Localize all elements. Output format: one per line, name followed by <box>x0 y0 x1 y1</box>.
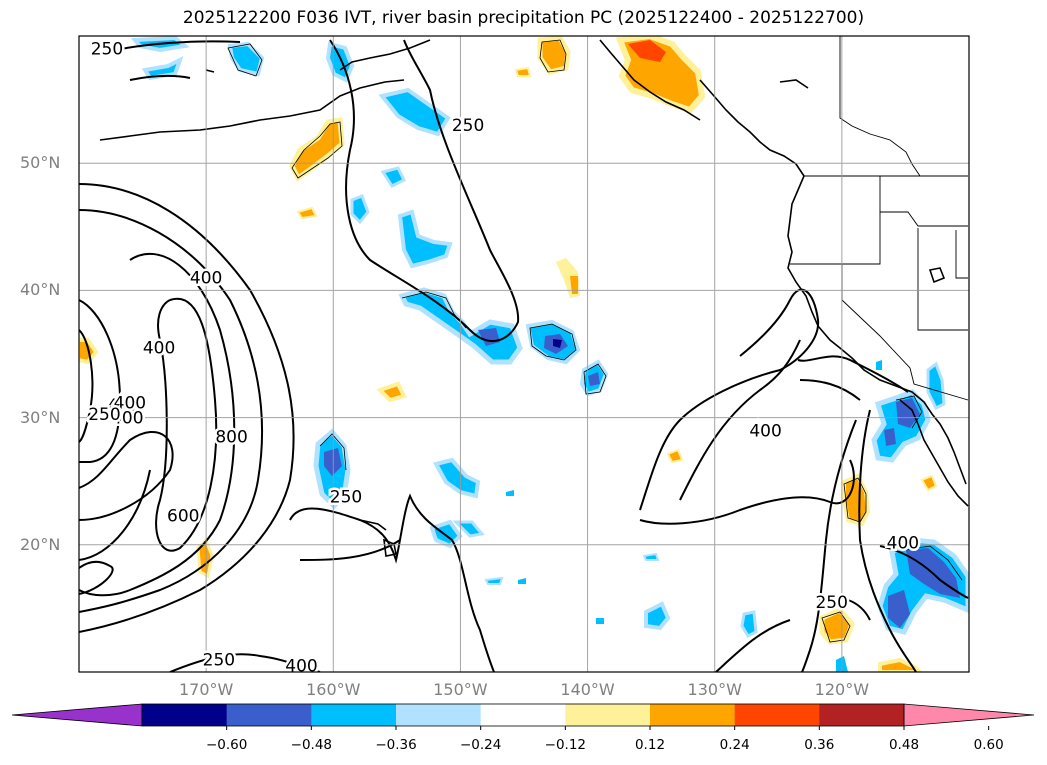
longitude-tick-label: 150°W <box>433 680 488 699</box>
svg-text:400: 400 <box>887 533 919 553</box>
ivt-contour-label: 250 <box>86 402 123 427</box>
ivt-contour-label: 400 <box>111 391 148 416</box>
map-frame <box>78 35 970 673</box>
ivt-contour-label: 250 <box>327 485 364 510</box>
svg-text:250: 250 <box>815 593 847 613</box>
svg-text:600: 600 <box>167 507 199 527</box>
longitude-tick-label: 170°W <box>178 680 234 699</box>
colorbar-extend-high <box>903 703 1035 727</box>
svg-text:250: 250 <box>88 405 120 425</box>
svg-text:400: 400 <box>749 421 781 441</box>
colorbar-tick-label: −0.36 <box>375 737 417 753</box>
svg-text:400: 400 <box>190 269 222 289</box>
svg-text:400: 400 <box>111 409 143 429</box>
ivt-contour-layer <box>79 39 969 672</box>
ivt-contour-label: 400 <box>140 336 177 361</box>
colorbar-tick-label: 0.36 <box>804 737 835 753</box>
ivt-contour-label: 400 <box>283 654 320 677</box>
shading-outline-layer <box>227 39 963 643</box>
colorbar-bin <box>142 704 228 726</box>
colorbar-bin <box>819 704 905 726</box>
colorbar-tick-label: −0.48 <box>290 737 333 753</box>
colorbar-tick-label: 0.60 <box>973 737 1004 753</box>
longitude-tick-label: 160°W <box>306 680 361 699</box>
svg-text:800: 800 <box>215 428 247 448</box>
colorbar-tick-label: 0.12 <box>634 737 666 753</box>
colorbar-bin <box>565 704 651 726</box>
colorbar-bin <box>650 704 736 726</box>
plot-title: 2025122200 F036 IVT, river basin precipi… <box>182 8 865 28</box>
svg-text:400: 400 <box>143 339 175 359</box>
colorbar-bin <box>480 704 566 726</box>
colorbar-tick-label: 0.24 <box>719 737 750 753</box>
svg-text:250: 250 <box>330 487 362 507</box>
ivt-contour-label: 400 <box>884 531 921 556</box>
svg-text:250: 250 <box>203 650 235 670</box>
colorbar <box>11 703 1035 730</box>
colorbar-bin <box>734 704 820 726</box>
latitude-tick-label: 30°N <box>20 407 61 427</box>
ivt-contour-label: 600 <box>165 504 202 529</box>
ivt-contour-label: 400 <box>187 266 224 291</box>
svg-text:400: 400 <box>285 657 317 677</box>
longitude-tick-label: 120°W <box>814 680 870 699</box>
ivt-contour-label: 250 <box>813 591 850 616</box>
colorbar-bin <box>311 704 397 726</box>
longitude-tick-label: 130°W <box>687 680 742 699</box>
border-layer <box>790 36 969 401</box>
ivt-contour-label: 400 <box>747 419 784 444</box>
svg-text:250: 250 <box>452 116 484 136</box>
colorbar-extend-low <box>11 703 143 727</box>
colorbar-tick-label: −0.60 <box>205 737 248 753</box>
precip-shading-layer <box>79 36 969 672</box>
colorbar-tick-label: −0.24 <box>459 737 502 753</box>
ivt-contour-label: 400 <box>109 406 146 431</box>
ivt-contour-label: 250 <box>88 37 125 62</box>
ivt-contour-label: 250 <box>449 114 486 139</box>
latitude-tick-label: 20°N <box>20 534 61 554</box>
svg-text:400: 400 <box>114 393 146 413</box>
latitude-tick-label: 50°N <box>20 153 61 173</box>
svg-text:250: 250 <box>91 40 123 60</box>
colorbar-bin <box>226 704 312 726</box>
colorbar-tick-label: 0.48 <box>888 737 920 753</box>
colorbar-tick-label: −0.12 <box>544 737 587 753</box>
longitude-tick-label: 140°W <box>560 680 615 699</box>
ivt-contour-label: 250 <box>200 648 237 672</box>
latitude-tick-label: 40°N <box>20 280 61 300</box>
graticule-grid <box>79 36 969 672</box>
svg-text:400: 400 <box>107 396 139 416</box>
ivt-contour-label: 800 <box>213 425 250 450</box>
colorbar-bin <box>396 704 482 726</box>
ivt-contour-label: 400 <box>105 393 142 418</box>
colorbar-frame <box>141 703 905 727</box>
